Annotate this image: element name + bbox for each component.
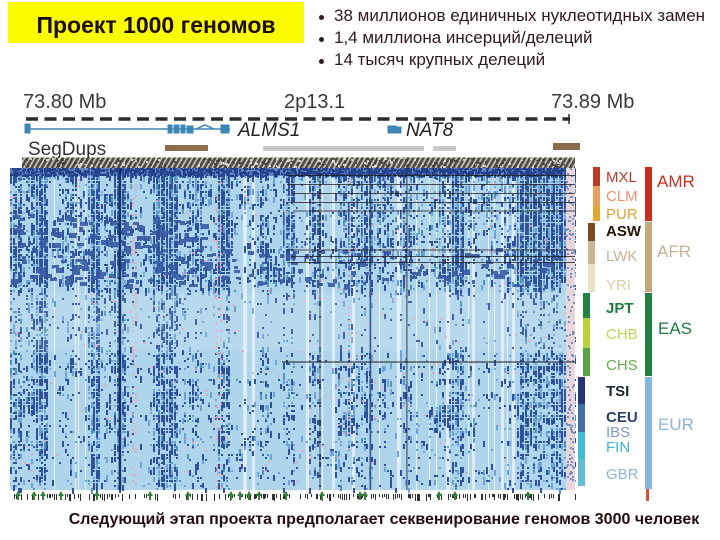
svg-text:ASW: ASW	[606, 223, 642, 240]
svg-text:MXL: MXL	[606, 169, 637, 186]
svg-text:NAT8: NAT8	[406, 120, 454, 141]
svg-text:TSI: TSI	[606, 383, 629, 400]
svg-text:EUR: EUR	[658, 415, 694, 434]
svg-text:CHS: CHS	[606, 357, 638, 374]
svg-text:AFR: AFR	[657, 242, 691, 261]
svg-text:CHB: CHB	[606, 326, 638, 343]
svg-text:JPT: JPT	[606, 300, 634, 317]
svg-text:YRI: YRI	[606, 277, 631, 294]
svg-text:EAS: EAS	[658, 319, 692, 338]
svg-text:CEU: CEU	[606, 409, 638, 426]
svg-text:FIN: FIN	[606, 439, 630, 456]
svg-text:CLM: CLM	[606, 188, 638, 205]
svg-text:PUR: PUR	[606, 206, 638, 223]
svg-text:LWK: LWK	[606, 248, 637, 265]
svg-text:IBS: IBS	[606, 424, 630, 441]
svg-text:GBR: GBR	[606, 466, 639, 483]
svg-text:AMR: AMR	[657, 172, 695, 191]
svg-text:ALMS1: ALMS1	[237, 120, 300, 141]
svg-text:SegDups: SegDups	[28, 139, 106, 160]
